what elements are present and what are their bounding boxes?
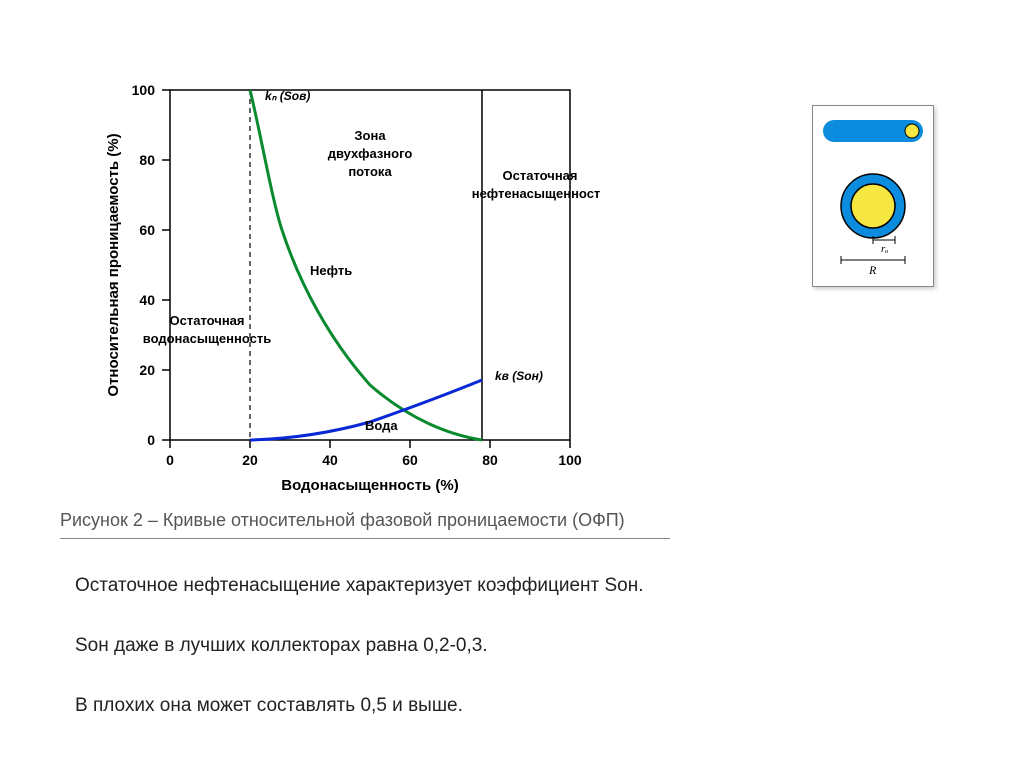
xtick-100: 100 <box>558 452 582 468</box>
resid-water-l1: Остаточная <box>170 313 245 328</box>
ytick-0: 0 <box>147 432 155 448</box>
two-phase-l3: потока <box>348 164 392 179</box>
ytick-20: 20 <box>139 362 155 378</box>
ytick-80: 80 <box>139 152 155 168</box>
xtick-60: 60 <box>402 452 418 468</box>
ytick-60: 60 <box>139 222 155 238</box>
resid-oil-l1: Остаточная <box>503 168 578 183</box>
xtick-0: 0 <box>166 452 174 468</box>
xtick-40: 40 <box>322 452 338 468</box>
ytick-100: 100 <box>132 82 156 98</box>
resid-oil-l2: нефтенасыщенность <box>472 186 600 201</box>
xtick-20: 20 <box>242 452 258 468</box>
paragraph-1: Остаточное нефтенасыщение характеризует … <box>75 575 644 597</box>
ro-label: rₒ <box>881 243 888 255</box>
inner-circle <box>851 184 895 228</box>
kv-label: kв (Sон) <box>495 369 543 383</box>
pore-diagram-svg: rₒ R <box>813 106 933 286</box>
water-curve-label: Вода <box>365 418 398 433</box>
x-axis-label: Водонасыщенность (%) <box>281 477 459 494</box>
paragraph-2: Sон даже в лучших коллекторах равна 0,2-… <box>75 635 488 657</box>
relative-permeability-chart: 0 20 40 60 80 100 0 20 40 60 80 100 Водо… <box>100 70 600 500</box>
y-axis-label: Относительная проницаемость (%) <box>105 133 122 396</box>
capsule-inner-circle <box>905 124 919 138</box>
kn-label: kₙ (Sов) <box>265 89 310 103</box>
figure-caption: Рисунок 2 – Кривые относительной фазовой… <box>60 510 625 531</box>
big-r-label: R <box>868 263 877 277</box>
pore-diagram: rₒ R <box>812 105 934 287</box>
xtick-80: 80 <box>482 452 498 468</box>
ytick-40: 40 <box>139 292 155 308</box>
chart-svg: 0 20 40 60 80 100 0 20 40 60 80 100 Водо… <box>100 70 600 500</box>
paragraph-3: В плохих она может составлять 0,5 и выше… <box>75 695 463 717</box>
resid-water-l2: водонасыщенность <box>143 331 271 346</box>
two-phase-l1: Зона <box>354 128 386 143</box>
oil-curve-label: Нефть <box>310 263 352 278</box>
two-phase-l2: двухфазного <box>328 146 413 161</box>
caption-underline <box>60 538 670 539</box>
